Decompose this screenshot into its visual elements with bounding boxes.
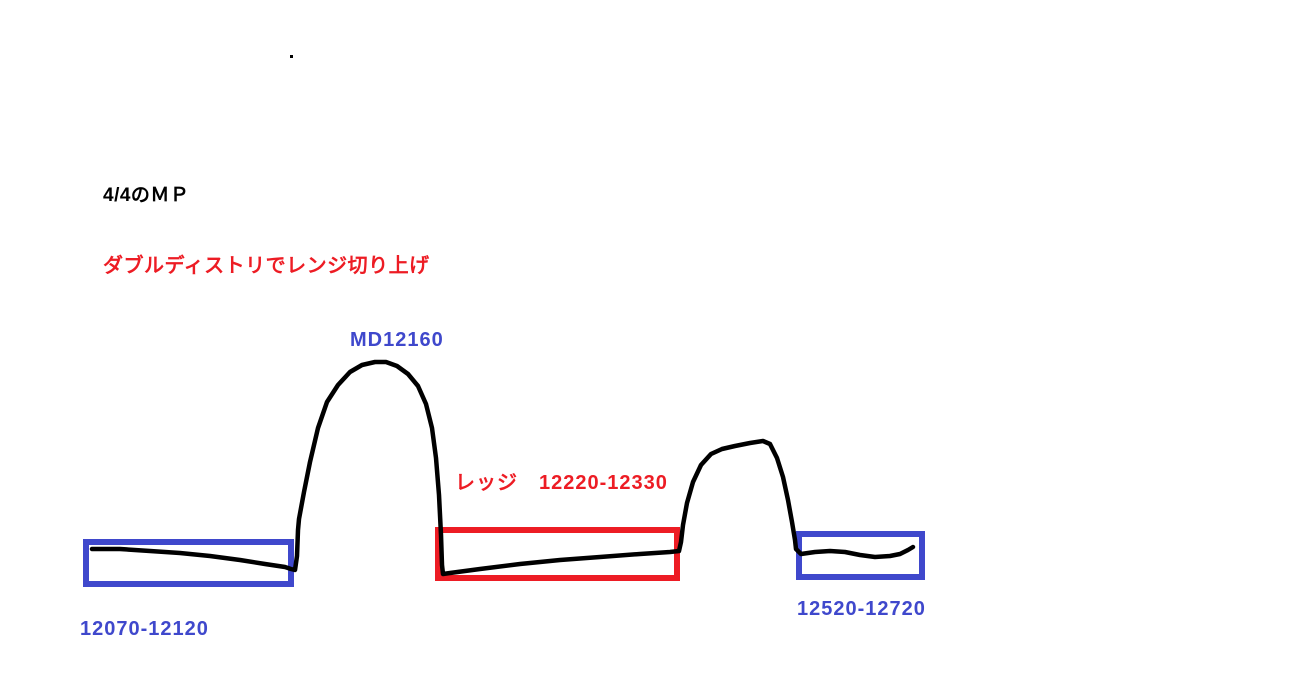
left-range-label: 12070-12120: [80, 618, 209, 640]
ledge-range-label: レッジ 12220-12330: [455, 472, 668, 494]
right-range-label: 12520-12720: [797, 598, 926, 620]
note-label: ダブルディストリでレンジ切り上げ: [103, 255, 430, 277]
stray-dot: [290, 55, 293, 58]
profile-curve: [89, 359, 916, 577]
ledge-box: [435, 527, 680, 581]
left-range-box: [83, 539, 294, 587]
right-range-box: [796, 531, 925, 580]
title-label: 4/4のＭＰ: [103, 185, 190, 206]
peak-price-label: MD12160: [350, 329, 444, 351]
